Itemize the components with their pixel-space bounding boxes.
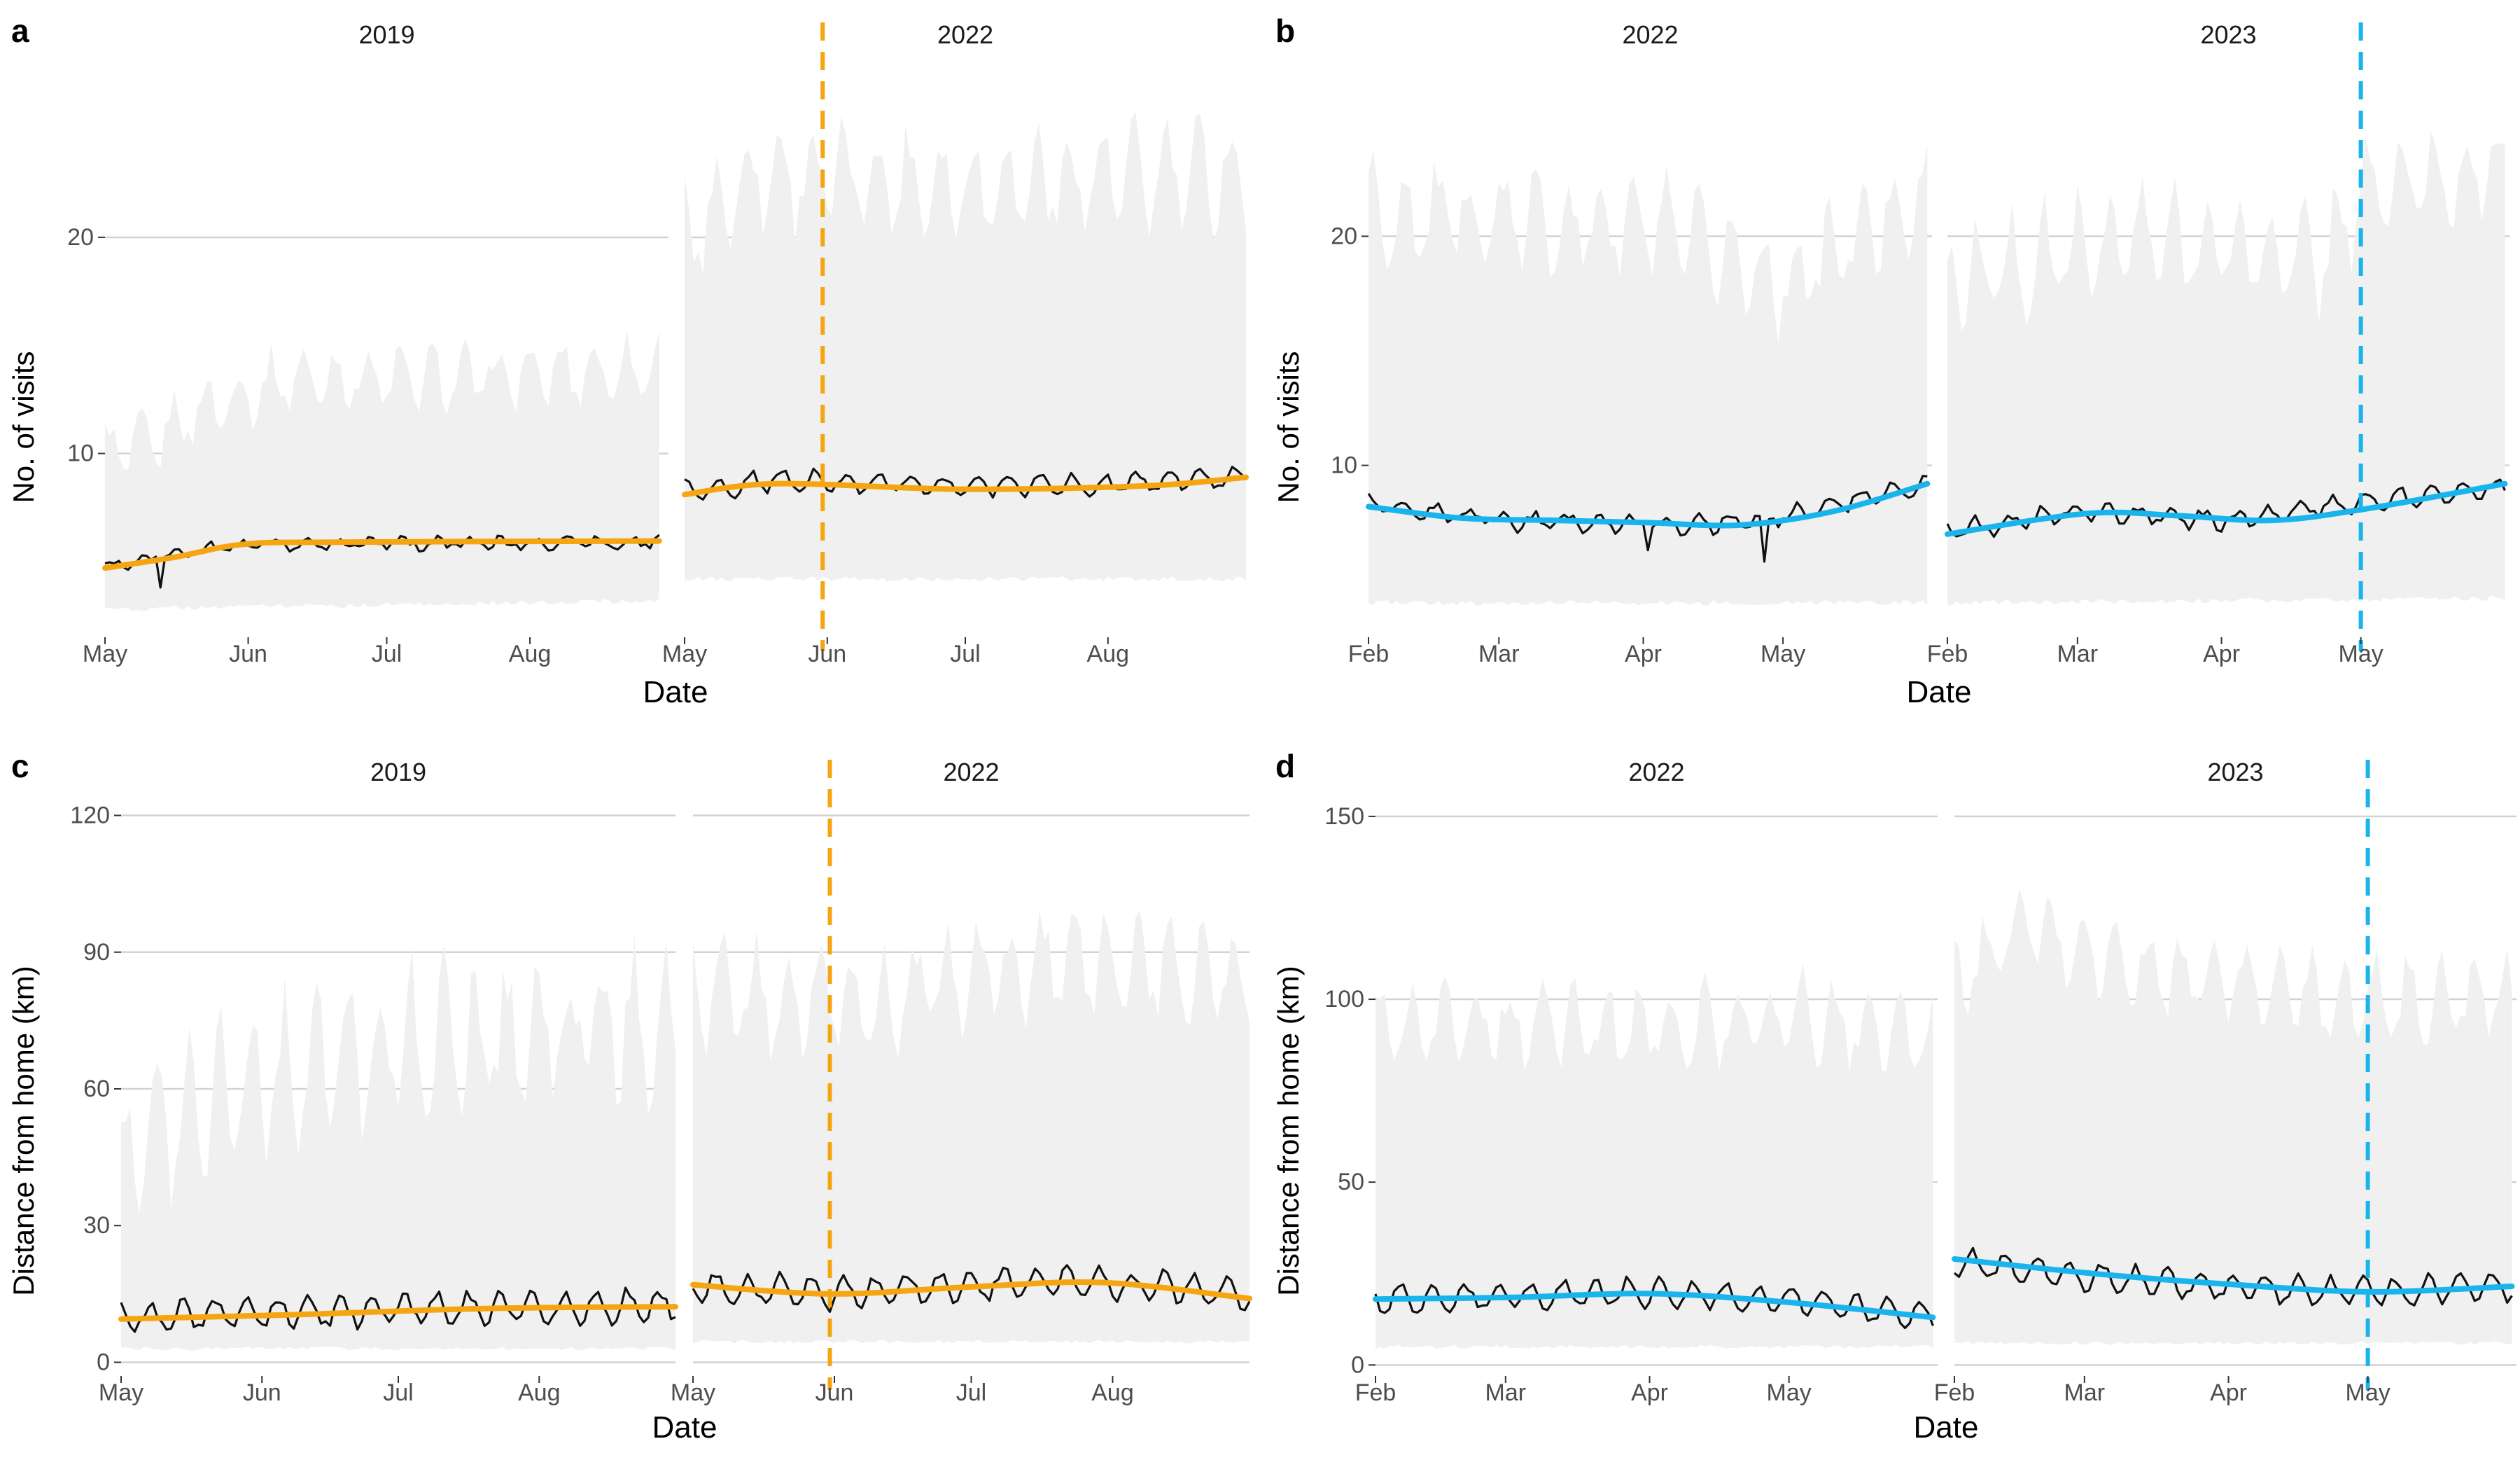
y-tick-label-c-30: 30 bbox=[83, 1212, 110, 1239]
uncertainty-band-a-2019 bbox=[105, 330, 659, 611]
trend-line-b-2023 bbox=[1945, 480, 2508, 537]
panel-label-d: d bbox=[1275, 748, 1295, 784]
facet-title-c-2019: 2019 bbox=[370, 758, 426, 786]
y-tick-label-d-50: 50 bbox=[1338, 1169, 1364, 1195]
y-tick-label-d-150: 150 bbox=[1324, 803, 1364, 830]
observed-series-d-2023 bbox=[1953, 1246, 2513, 1307]
uncertainty-band-b-2022 bbox=[1368, 144, 1928, 606]
facet-title-c-2022: 2022 bbox=[943, 758, 999, 786]
x-tick-label-d-2022-May: May bbox=[1767, 1379, 1812, 1406]
x-tick-label-b-2022-Apr: Apr bbox=[1625, 641, 1662, 667]
x-tick-label-d-2022-Feb: Feb bbox=[1355, 1379, 1396, 1406]
x-axis-title-d: Date bbox=[1914, 1410, 1979, 1445]
x-tick-label-d-2022-Apr: Apr bbox=[1631, 1379, 1668, 1406]
x-tick-label-a-2022-Jun: Jun bbox=[808, 641, 846, 667]
facet-title-d-2022: 2022 bbox=[1628, 758, 1684, 786]
uncertainty-band-b-2023 bbox=[1947, 131, 2505, 606]
x-tick-label-c-2022-Jun: Jun bbox=[816, 1379, 854, 1406]
x-tick-label-d-2023-Apr: Apr bbox=[2210, 1379, 2247, 1406]
x-tick-label-d-2023-Feb: Feb bbox=[1934, 1379, 1975, 1406]
x-tick-label-b-2022-Feb: Feb bbox=[1348, 641, 1390, 667]
x-tick-label-a-2019-Jul: Jul bbox=[372, 641, 402, 667]
y-axis-title-c: Distance from home (km) bbox=[7, 966, 40, 1295]
y-tick-label-c-90: 90 bbox=[83, 939, 110, 966]
x-tick-label-a-2019-May: May bbox=[83, 641, 127, 667]
x-tick-label-a-2022-May: May bbox=[662, 641, 707, 667]
y-tick-label-d-100: 100 bbox=[1324, 986, 1364, 1013]
x-tick-label-b-2022-May: May bbox=[1760, 641, 1805, 667]
x-tick-label-b-2023-Feb: Feb bbox=[1927, 641, 1968, 667]
y-tick-label-c-0: 0 bbox=[97, 1349, 110, 1375]
uncertainty-band-d-2022 bbox=[1376, 963, 1933, 1349]
facet-title-b-2023: 2023 bbox=[2200, 20, 2256, 49]
uncertainty-band-d-2023 bbox=[1954, 889, 2512, 1345]
x-tick-label-a-2022-Jul: Jul bbox=[950, 641, 980, 667]
x-tick-label-a-2022-Aug: Aug bbox=[1087, 641, 1130, 667]
panel-label-b: b bbox=[1275, 13, 1295, 49]
y-axis-title-a: No. of visits bbox=[7, 351, 40, 503]
x-tick-label-b-2023-Mar: Mar bbox=[2057, 641, 2099, 667]
panel-label-a: a bbox=[11, 13, 29, 49]
y-tick-label-c-60: 60 bbox=[83, 1076, 110, 1102]
y-tick-label-b-10: 10 bbox=[1331, 452, 1357, 479]
x-tick-label-c-2019-Aug: Aug bbox=[518, 1379, 561, 1406]
x-tick-label-b-2023-May: May bbox=[2339, 641, 2384, 667]
observed-series-c-2019 bbox=[120, 1286, 676, 1333]
x-tick-label-d-2022-Mar: Mar bbox=[1485, 1379, 1527, 1406]
x-axis-title-a: Date bbox=[643, 675, 708, 709]
trend-line-d-2022 bbox=[1373, 1291, 1936, 1321]
facet-title-d-2023: 2023 bbox=[2207, 758, 2263, 786]
trend-line-d-2023 bbox=[1952, 1256, 2515, 1295]
facet-title-a-2019: 2019 bbox=[358, 20, 414, 49]
trend-line-c-2022 bbox=[690, 1279, 1252, 1302]
trend-line-c-2019 bbox=[118, 1304, 678, 1322]
x-tick-label-c-2019-Jul: Jul bbox=[383, 1379, 413, 1406]
x-tick-label-c-2019-May: May bbox=[99, 1379, 144, 1406]
x-tick-label-c-2019-Jun: Jun bbox=[243, 1379, 281, 1406]
x-tick-label-a-2019-Jun: Jun bbox=[229, 641, 267, 667]
x-tick-label-b-2022-Mar: Mar bbox=[1478, 641, 1520, 667]
x-tick-label-c-2022-Aug: Aug bbox=[1091, 1379, 1134, 1406]
x-tick-label-c-2022-Jul: Jul bbox=[956, 1379, 986, 1406]
x-tick-label-b-2023-Apr: Apr bbox=[2203, 641, 2240, 667]
panel-label-c: c bbox=[11, 748, 29, 784]
trend-line-b-2022 bbox=[1366, 480, 1931, 529]
x-axis-title-c: Date bbox=[652, 1410, 718, 1445]
uncertainty-band-c-2022 bbox=[693, 910, 1250, 1344]
facet-title-a-2022: 2022 bbox=[937, 20, 993, 49]
x-tick-label-a-2019-Aug: Aug bbox=[509, 641, 552, 667]
y-tick-label-d-0: 0 bbox=[1351, 1351, 1364, 1378]
x-axis-title-b: Date bbox=[1907, 675, 1972, 709]
x-tick-label-d-2023-May: May bbox=[2346, 1379, 2390, 1406]
y-axis-title-d: Distance from home (km) bbox=[1272, 966, 1305, 1295]
observed-series-d-2022 bbox=[1374, 1275, 1934, 1330]
y-tick-label-a-10: 10 bbox=[67, 440, 94, 467]
facet-title-b-2022: 2022 bbox=[1622, 20, 1678, 49]
observed-series-b-2022 bbox=[1367, 475, 1928, 563]
uncertainty-band-a-2022 bbox=[685, 111, 1246, 582]
y-tick-label-b-20: 20 bbox=[1331, 223, 1357, 249]
y-tick-label-a-20: 20 bbox=[67, 224, 94, 251]
x-tick-label-d-2023-Mar: Mar bbox=[2064, 1379, 2106, 1406]
x-tick-label-c-2022-May: May bbox=[671, 1379, 715, 1406]
trend-line-a-2019 bbox=[102, 538, 662, 571]
y-tick-label-c-120: 120 bbox=[70, 802, 110, 829]
uncertainty-band-c-2019 bbox=[121, 936, 676, 1351]
y-axis-title-b: No. of visits bbox=[1272, 351, 1305, 503]
trend-line-a-2022 bbox=[682, 474, 1249, 498]
